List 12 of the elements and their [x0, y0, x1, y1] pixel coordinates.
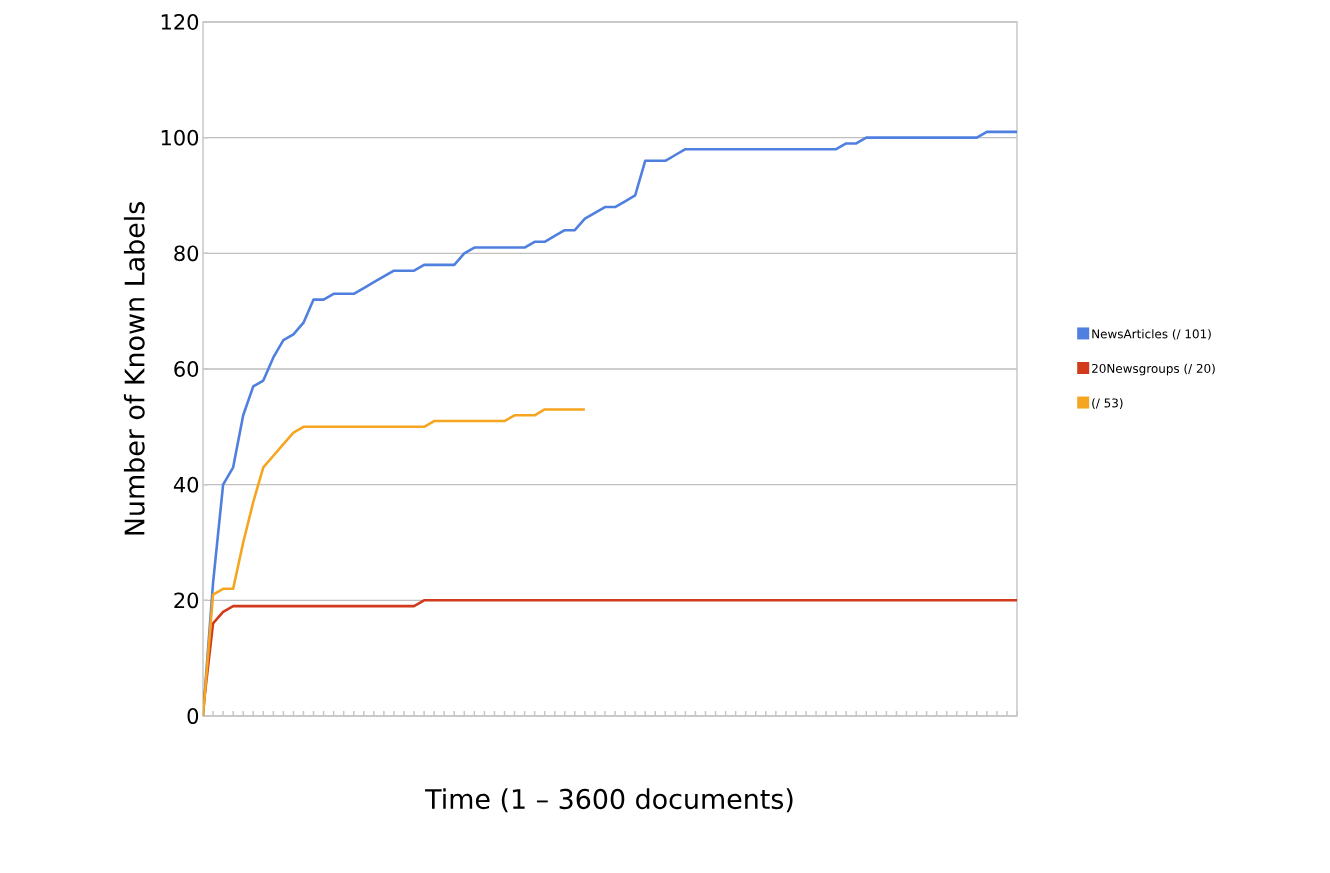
y-tick-label: 0 — [187, 708, 199, 724]
y-axis-title: Number of Known Labels — [123, 202, 145, 535]
y-tick-label: 20 — [174, 592, 199, 609]
y-tick-label: 60 — [174, 361, 199, 377]
y-tick-label: 80 — [174, 245, 199, 262]
legend-label: 20Newsgroups (/ 20) — [1092, 363, 1215, 376]
y-tick-label: 40 — [173, 476, 199, 493]
x-axis-title: Time (1 – 3600 documents) — [425, 788, 793, 813]
y-tick-label: 120 — [161, 14, 199, 30]
y-tick-label: 100 — [161, 129, 199, 146]
legend-label: (/ 53) — [1092, 398, 1123, 409]
legend-label: NewsArticles (/ 101) — [1092, 329, 1211, 340]
